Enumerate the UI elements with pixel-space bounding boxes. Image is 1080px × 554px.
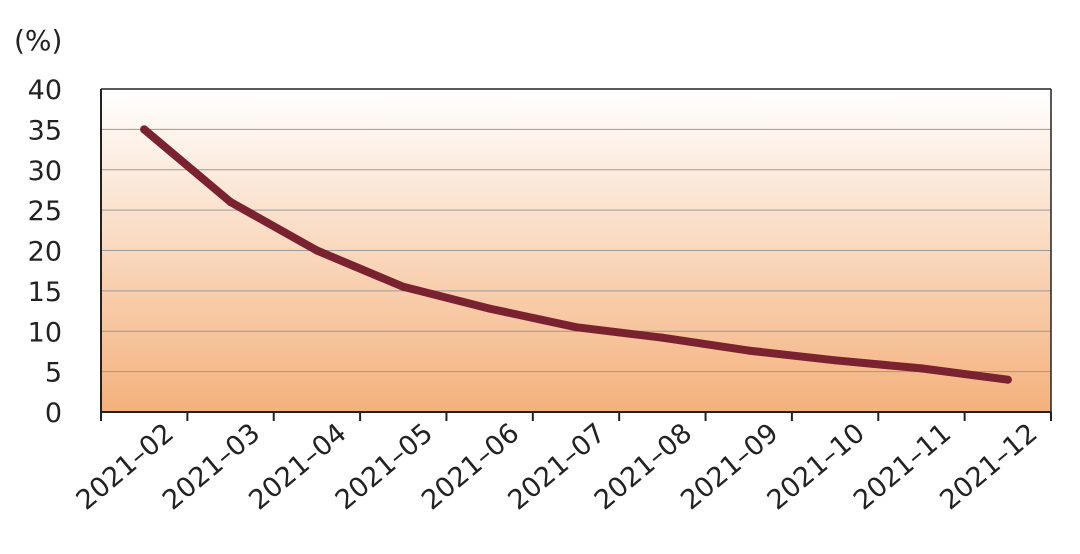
data-point	[226, 198, 235, 207]
x-axis-ticks: 2021–022021–032021–042021–052021–062021–…	[71, 418, 1044, 517]
y-tick-label: 15	[28, 277, 62, 308]
data-point	[485, 304, 494, 313]
y-tick-label: 25	[28, 196, 62, 227]
y-tick-label: 35	[28, 115, 62, 146]
y-tick-label: 40	[28, 75, 62, 106]
data-point	[744, 346, 753, 355]
y-tick-label: 5	[45, 358, 62, 389]
data-point	[1003, 375, 1012, 384]
x-tick-label: 2021–12	[934, 418, 1043, 517]
y-tick-label: 10	[28, 317, 62, 348]
data-point	[312, 246, 321, 255]
data-point	[917, 364, 926, 373]
y-axis-unit-label: (%)	[14, 24, 62, 57]
axes	[100, 88, 1052, 421]
series-points	[140, 125, 1012, 384]
y-axis-ticks: 0 5 10 15 20 25 30 35 40	[28, 75, 62, 429]
data-point	[831, 356, 840, 365]
data-point	[140, 125, 149, 134]
data-point	[658, 333, 667, 342]
y-tick-label: 0	[45, 398, 62, 429]
data-point	[572, 323, 580, 332]
y-tick-label: 30	[28, 156, 62, 187]
data-point	[399, 282, 408, 291]
y-tick-label: 20	[28, 237, 62, 268]
